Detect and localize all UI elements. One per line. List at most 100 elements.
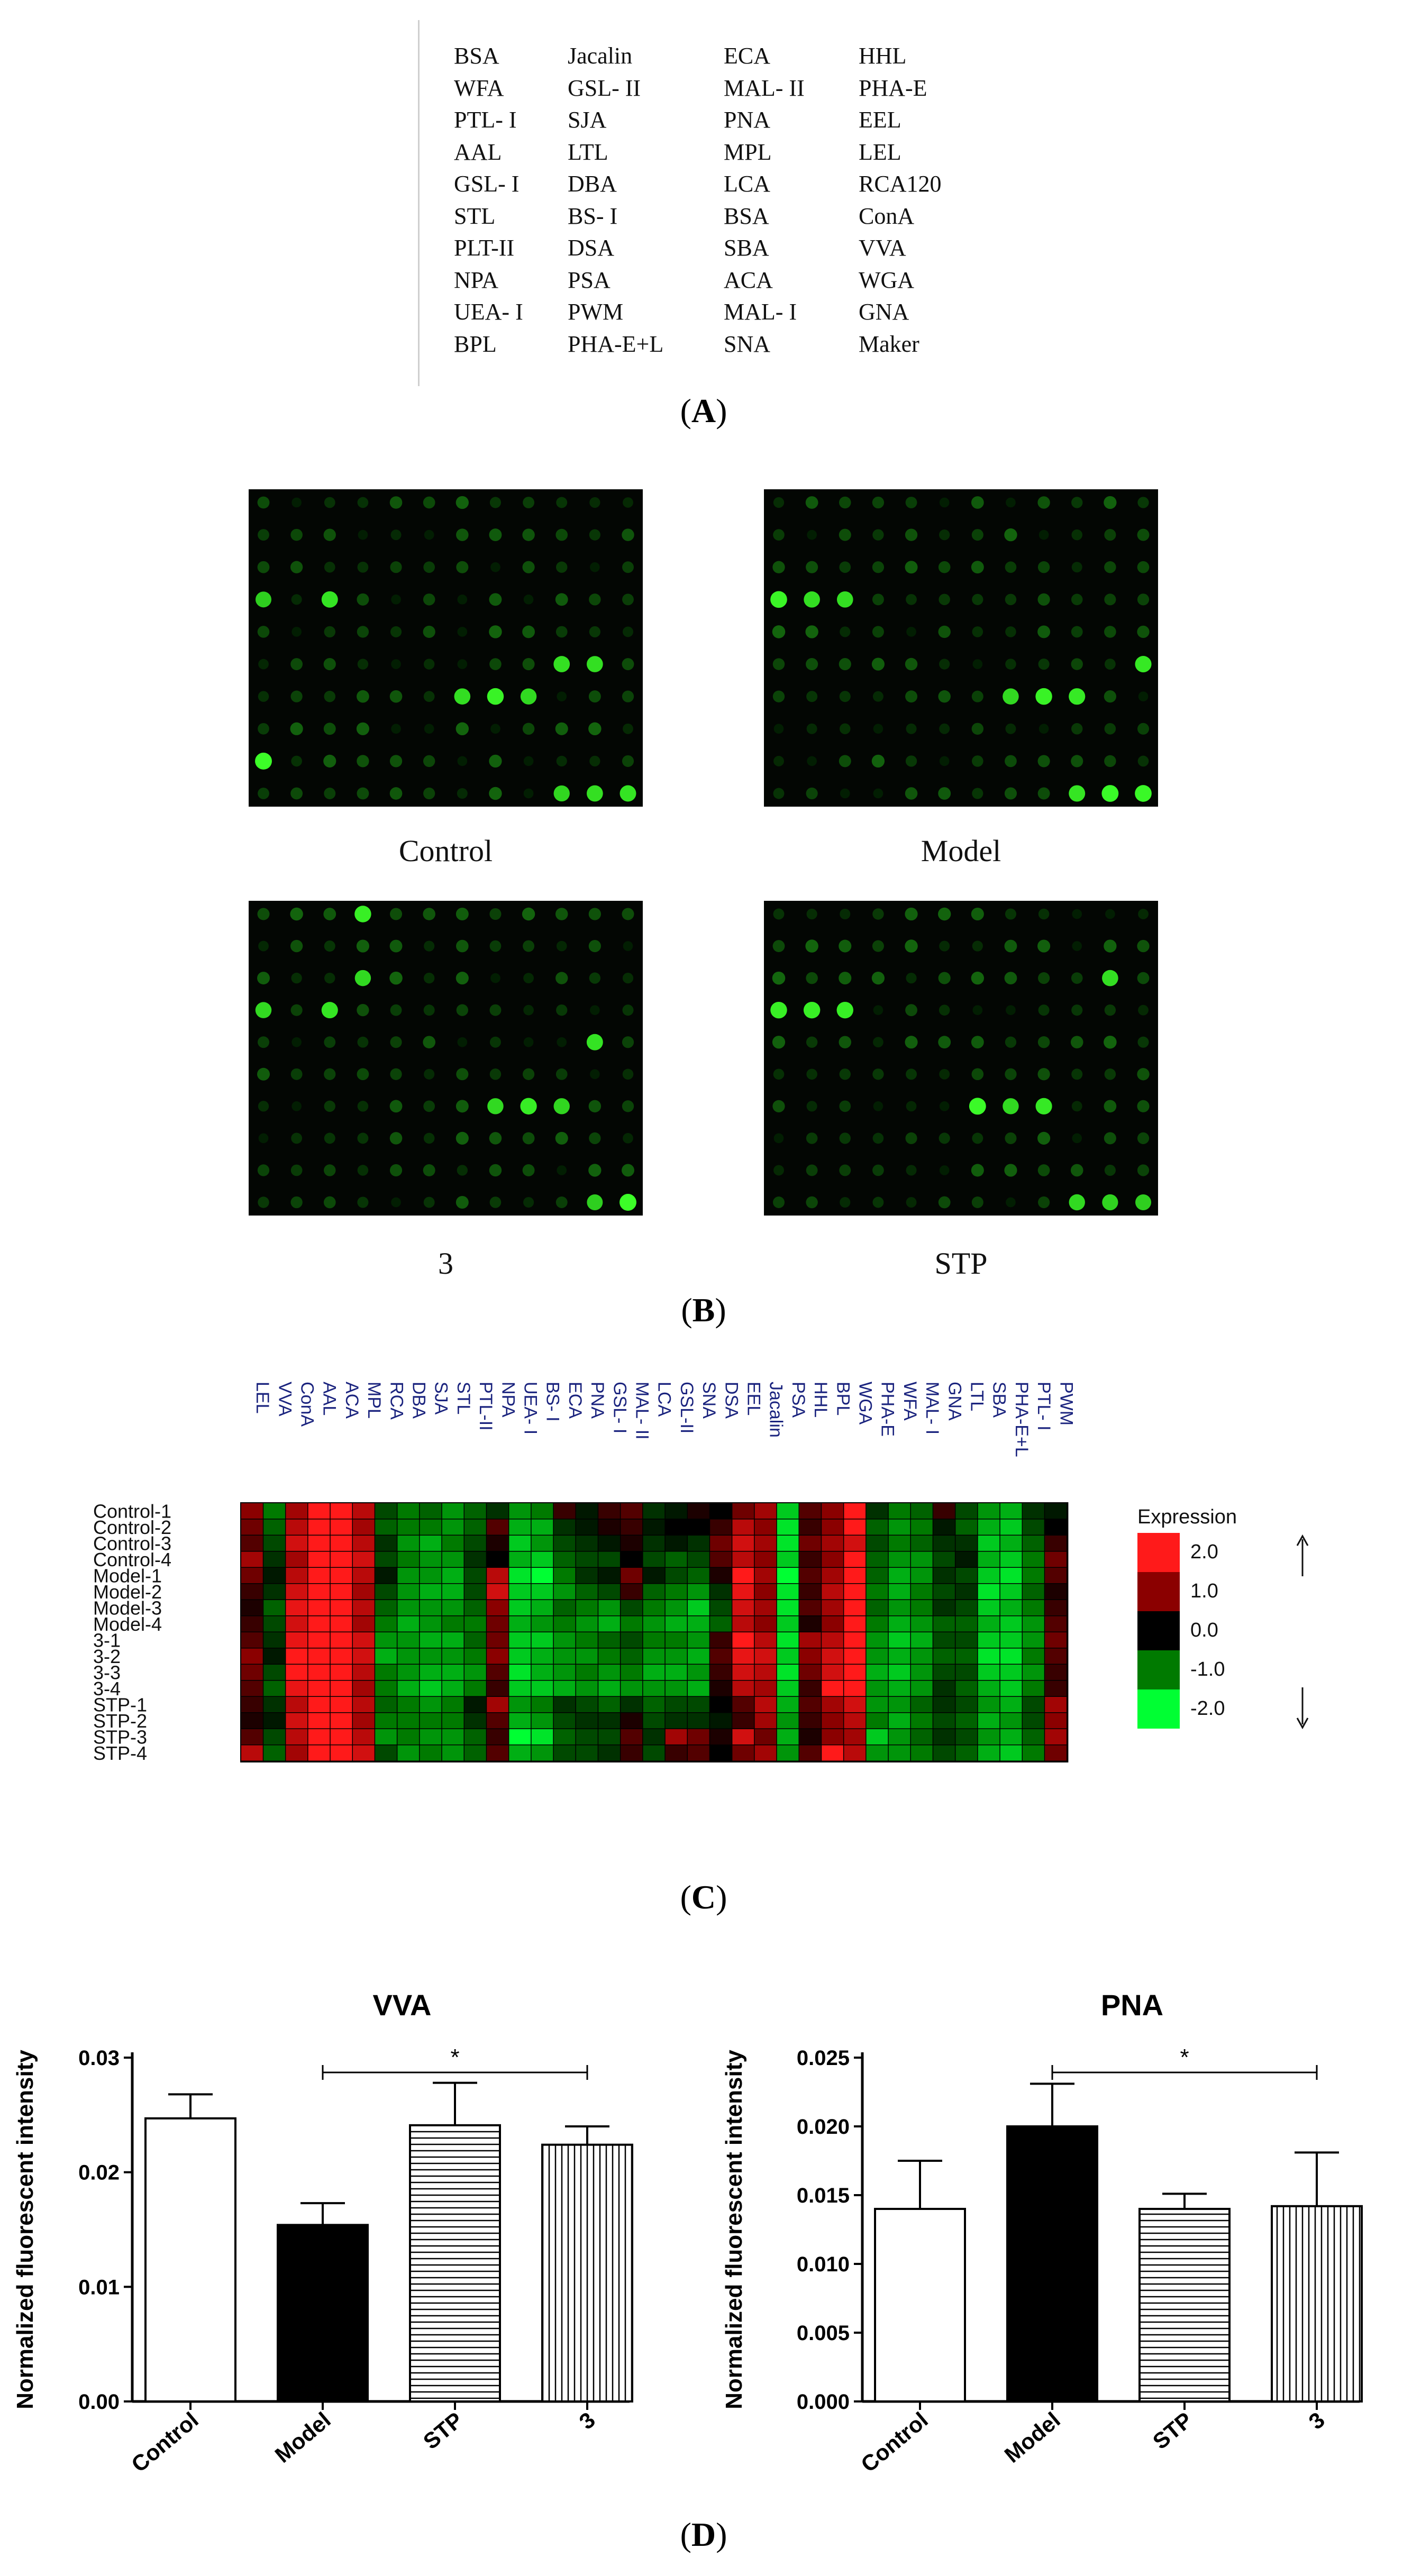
array-spot bbox=[424, 940, 435, 952]
array-spot bbox=[522, 907, 535, 921]
array-spot bbox=[1071, 562, 1082, 573]
lectin-label: ConA bbox=[859, 203, 915, 229]
array-spot bbox=[937, 907, 951, 921]
heatmap-cell bbox=[330, 1551, 352, 1567]
array-spot bbox=[423, 625, 435, 638]
heatmap-cell bbox=[955, 1551, 978, 1567]
heatmap-cell bbox=[688, 1616, 709, 1632]
heatmap-column-label: HHL bbox=[810, 1382, 831, 1418]
heatmap-cell bbox=[911, 1648, 933, 1664]
array-spot bbox=[290, 1164, 303, 1176]
caption-control: Control bbox=[398, 834, 493, 868]
array-spot bbox=[258, 788, 269, 799]
array-spot bbox=[522, 528, 535, 541]
array-spot bbox=[972, 788, 983, 799]
array-spot bbox=[589, 972, 601, 984]
array-spot bbox=[840, 626, 851, 637]
array-spot bbox=[1035, 1098, 1052, 1115]
array-spot bbox=[589, 593, 601, 606]
heatmap-cell bbox=[598, 1729, 620, 1744]
array-spot bbox=[773, 755, 784, 766]
heatmap-cell bbox=[509, 1713, 531, 1729]
heatmap-column-label: DBA bbox=[409, 1382, 429, 1419]
heatmap-cell bbox=[688, 1568, 709, 1583]
heatmap-cell bbox=[442, 1568, 464, 1583]
heatmap-cell bbox=[754, 1665, 777, 1680]
heatmap-cell bbox=[576, 1551, 598, 1567]
heatmap-cell bbox=[754, 1680, 777, 1696]
lectin-label: WGA bbox=[859, 267, 915, 293]
heatmap-cell bbox=[777, 1519, 799, 1535]
heatmap-cell bbox=[1045, 1584, 1067, 1600]
array-spot bbox=[872, 1196, 884, 1208]
heatmap-cell bbox=[397, 1519, 420, 1535]
array-spot bbox=[1069, 688, 1086, 705]
heatmap-cell bbox=[911, 1551, 933, 1567]
heatmap-cell bbox=[643, 1600, 665, 1615]
heatmap-cell bbox=[777, 1616, 799, 1632]
heatmap-cell bbox=[509, 1551, 531, 1567]
array-spot bbox=[357, 593, 369, 606]
array-spot bbox=[840, 908, 851, 920]
heatmap-cell bbox=[866, 1584, 888, 1600]
heatmap-cell bbox=[665, 1551, 687, 1567]
heatmap-cell bbox=[955, 1680, 978, 1696]
array-spot bbox=[1004, 972, 1017, 985]
array-spot bbox=[971, 496, 984, 509]
lectin-label: HHL bbox=[859, 43, 907, 69]
heatmap-cell bbox=[1023, 1551, 1044, 1567]
heatmap-cell bbox=[710, 1584, 732, 1600]
array-spot bbox=[457, 756, 468, 766]
heatmap-column-label: SBA bbox=[989, 1382, 1009, 1418]
heatmap-cell bbox=[576, 1745, 598, 1761]
array-spot bbox=[905, 690, 918, 703]
array-spot bbox=[1104, 1164, 1116, 1176]
lectin-label: BS- I bbox=[568, 203, 618, 229]
array-spot bbox=[971, 561, 984, 574]
heatmap-cell bbox=[1023, 1536, 1044, 1551]
array-spot bbox=[589, 755, 600, 767]
heatmap-cell bbox=[933, 1632, 955, 1648]
heatmap-cell bbox=[353, 1697, 375, 1712]
y-tick-label: 0.015 bbox=[797, 2184, 850, 2207]
array-spot bbox=[257, 561, 270, 573]
heatmap-cell bbox=[420, 1519, 442, 1535]
heatmap-cell bbox=[509, 1632, 531, 1648]
heatmap-cell bbox=[844, 1648, 866, 1664]
heatmap-cell bbox=[621, 1648, 643, 1664]
heatmap-cell bbox=[1000, 1536, 1022, 1551]
array-spot bbox=[1102, 970, 1118, 986]
heatmap-cell bbox=[598, 1745, 620, 1761]
heatmap-cell bbox=[509, 1503, 531, 1519]
heatmap-cell bbox=[308, 1648, 330, 1664]
array-spot bbox=[1037, 787, 1050, 800]
heatmap-cell bbox=[888, 1616, 910, 1632]
heatmap-cell bbox=[866, 1648, 888, 1664]
heatmap-cell bbox=[621, 1697, 643, 1712]
heatmap-cell bbox=[576, 1632, 598, 1648]
heatmap-row-label: Model-2 bbox=[93, 1581, 162, 1603]
heatmap-cell bbox=[442, 1713, 464, 1729]
array-spot bbox=[905, 1036, 918, 1049]
array-spot bbox=[423, 908, 435, 920]
heatmap-cell bbox=[933, 1519, 955, 1535]
heatmap-cell bbox=[576, 1729, 598, 1744]
heatmap-cell bbox=[308, 1616, 330, 1632]
heatmap-cell bbox=[420, 1648, 442, 1664]
array-spot bbox=[906, 593, 917, 605]
array-spot bbox=[839, 691, 851, 702]
x-tick-label: STP bbox=[1148, 2407, 1197, 2454]
array-spot bbox=[1137, 1036, 1149, 1048]
heatmap-cell bbox=[375, 1503, 397, 1519]
array-spot bbox=[457, 788, 468, 799]
heatmap-cell bbox=[330, 1536, 352, 1551]
heatmap-row-label: Control-4 bbox=[93, 1549, 171, 1570]
legend-swatch bbox=[1137, 1650, 1180, 1689]
heatmap-cell bbox=[241, 1697, 263, 1712]
heatmap-cell bbox=[777, 1568, 799, 1583]
array-spot bbox=[389, 1100, 403, 1113]
array-spot bbox=[423, 755, 435, 768]
heatmap-cell bbox=[263, 1713, 285, 1729]
lectin-label: RCA120 bbox=[859, 171, 942, 197]
heatmap-cell bbox=[286, 1713, 308, 1729]
